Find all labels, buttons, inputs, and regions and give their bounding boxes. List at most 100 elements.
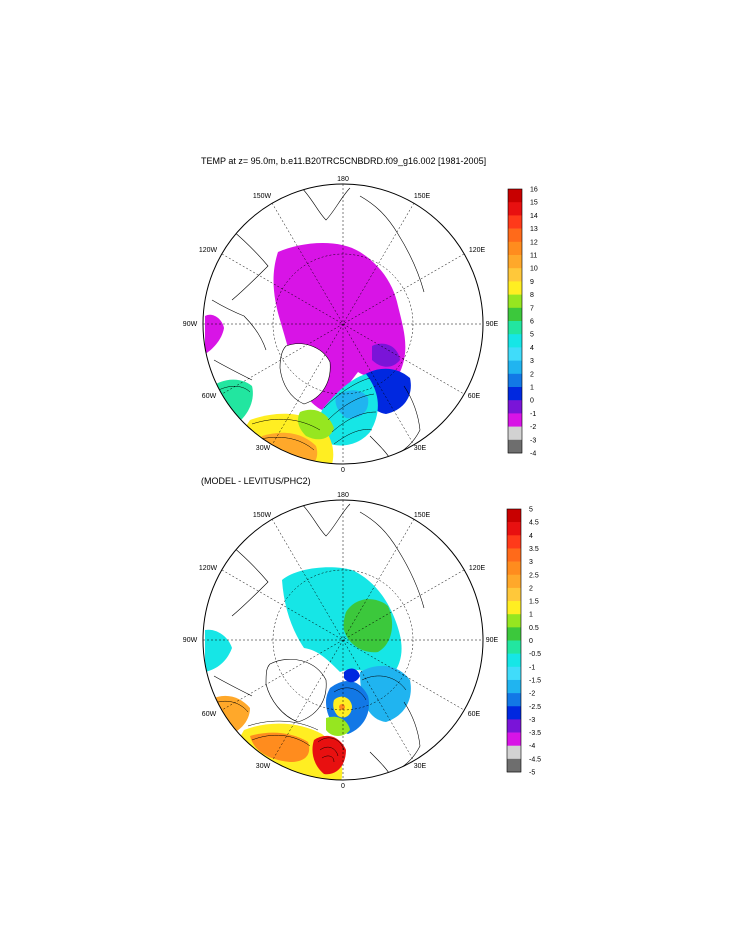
colorbar-label: 4.5: [529, 520, 539, 527]
colorbar-swatch: [508, 400, 522, 414]
colorbar-label: 0: [529, 638, 533, 645]
graticule: [203, 500, 483, 780]
colorbar-label: 11: [530, 253, 537, 260]
colorbar-swatch: [507, 614, 521, 628]
colorbar-label: 1: [530, 385, 534, 392]
colorbar-swatch: [508, 255, 522, 269]
colorbar-swatch: [508, 241, 522, 256]
panel-difference: (MODEL - LEVITUS/PHC2): [183, 476, 541, 790]
colorbar-swatch: [507, 640, 521, 654]
colorbar-swatch: [508, 373, 522, 388]
colorbar-swatch: [508, 268, 522, 282]
region-gulf-stream: [312, 735, 346, 775]
graticule: [203, 184, 483, 464]
colorbar-swatch: [508, 321, 522, 335]
colorbar-swatch: [508, 202, 522, 216]
lon-label-60w: 60W: [202, 711, 217, 718]
region-hudson-bay: [205, 629, 232, 672]
colorbar-label: -1: [530, 411, 536, 418]
colorbar-swatch: [507, 666, 521, 681]
colorbar-frame: [507, 188, 523, 454]
colorbar-label: 12: [530, 239, 538, 246]
lon-label-90e: 90E: [486, 637, 499, 644]
longitude-labels: 180 150E 120E 90E 60E 30E 0 30W 60W 90W …: [183, 176, 499, 474]
region-barents-sea: [360, 665, 411, 722]
land-greenland: [265, 658, 327, 723]
map-outline: [202, 499, 484, 781]
colorbar-swatch: [507, 679, 521, 694]
lon-label-90e: 90E: [486, 321, 499, 328]
colorbar-label: -4.5: [529, 756, 541, 763]
colorbar-difference: 5 4.5 4 3.5 3 2.5 2 1.5 1 0.5 0 -0.5 -1 -1.5 -2 -2.5 -3 -…: [506, 507, 541, 777]
colorbar-swatch: [507, 535, 521, 549]
colorbar-swatch: [507, 693, 521, 707]
colorbar-label: -0.5: [529, 651, 541, 658]
colorbar-swatch: [508, 228, 522, 243]
lon-label-120w: 120W: [199, 565, 218, 572]
lon-label-120e: 120E: [469, 565, 486, 572]
colorbar-swatch: [507, 574, 521, 589]
colorbar-swatch: [507, 561, 521, 576]
colorbar-swatch: [508, 189, 522, 203]
region-subpolar: [298, 409, 334, 440]
panel-temperature-title: TEMP at z= 95.0m, b.e11.B20TRC5CNBDRD.f0…: [201, 156, 486, 166]
colorbar-label: -2: [529, 691, 535, 698]
lon-label-90w: 90W: [183, 321, 198, 328]
region-eurasian-basin: [343, 599, 393, 653]
map-temperature: 180 150E 120E 90E 60E 30E 0 30W 60W 90W …: [183, 176, 499, 474]
lon-label-0: 0: [341, 467, 345, 474]
colorbar-label: 3.5: [529, 546, 539, 553]
lon-label-90w: 90W: [183, 637, 198, 644]
colorbar-label: -3.5: [529, 730, 541, 737]
colorbar-label: 2: [530, 371, 534, 378]
colorbar-swatch: [508, 347, 522, 361]
colorbar-label: 1.5: [529, 599, 539, 606]
colorbar-swatch: [507, 548, 521, 562]
contour-lines: [211, 675, 407, 763]
colorbar-label: 1: [529, 612, 533, 619]
longitude-labels: 180 150E 120E 90E 60E 30E 0 30W 60W 90W …: [183, 492, 499, 790]
lon-label-120e: 120E: [469, 247, 486, 254]
lon-label-30e: 30E: [414, 445, 427, 452]
colorbar-label: 2: [529, 585, 533, 592]
colorbar-label: 7: [530, 305, 534, 312]
lon-label-150w: 150W: [253, 193, 272, 200]
colorbar-label: 4: [530, 345, 534, 352]
colorbar-swatch: [507, 522, 521, 536]
colorbar-swatch: [508, 426, 522, 441]
colorbar-label: -2: [530, 424, 536, 431]
colorbar-label: 5: [529, 507, 533, 514]
lon-label-30w: 30W: [256, 445, 271, 452]
colorbar-label: -4: [530, 451, 536, 458]
colorbar-label: 3: [529, 559, 533, 566]
colorbar-swatch: [507, 719, 521, 733]
colorbar-swatch: [507, 601, 521, 615]
colorbar-label: 14: [530, 213, 538, 220]
map-difference: 180 150E 120E 90E 60E 30E 0 30W 60W 90W …: [183, 492, 499, 790]
lon-label-60w: 60W: [202, 393, 217, 400]
region-kara-sea: [372, 343, 400, 367]
colorbar-label: -3: [530, 437, 536, 444]
colorbar-label: 5: [530, 332, 534, 339]
panel-difference-title: (MODEL - LEVITUS/PHC2): [201, 476, 311, 486]
lon-label-180: 180: [337, 492, 349, 499]
colorbar-swatch: [508, 281, 522, 295]
colorbar-label: 4: [529, 533, 533, 540]
colorbar-swatch: [507, 653, 521, 668]
colorbar-swatch: [507, 745, 521, 760]
colorbar-label: -1.5: [529, 677, 541, 684]
lon-label-120w: 120W: [199, 247, 218, 254]
colorbar-label: 16: [530, 187, 538, 194]
region-iceland-sea: [335, 390, 369, 419]
colorbar-label: 0: [530, 398, 534, 405]
lon-label-150e: 150E: [414, 512, 431, 519]
colorbar-swatch: [507, 587, 521, 602]
lon-label-150e: 150E: [414, 193, 431, 200]
colorbar-swatch: [507, 509, 521, 523]
region-subpolar: [326, 716, 350, 736]
colorbar-label: 9: [530, 279, 534, 286]
colorbar-swatch: [508, 307, 522, 322]
colorbar-label: 13: [530, 226, 538, 233]
